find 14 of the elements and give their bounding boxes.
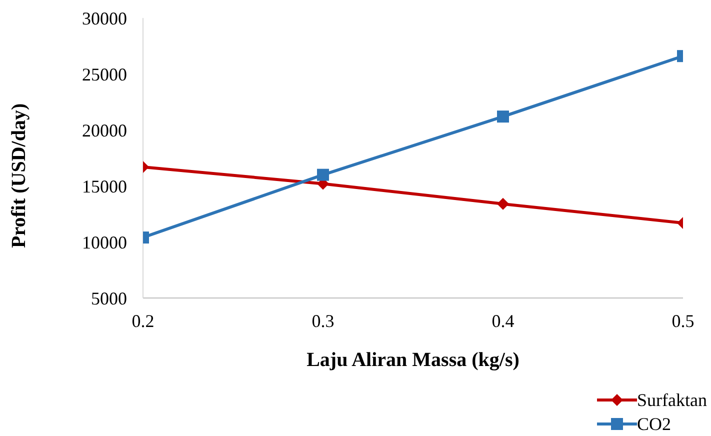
legend-label: CO2 [637,414,672,434]
x-tick-label: 0.5 [672,310,694,331]
y-axis-title: Profit (USD/day) [8,103,30,248]
legend-label: Surfaktan [637,390,707,410]
y-tick-label: 15000 [82,176,127,196]
x-axis-title: Laju Aliran Massa (kg/s) [306,349,520,371]
x-tick-label: 0.3 [312,310,334,331]
y-tick-label: 20000 [82,120,127,140]
y-tick-label: 25000 [82,64,127,84]
y-tick-label: 30000 [82,8,127,28]
y-tick-label: 10000 [82,232,127,252]
y-tick-label: 5000 [91,288,127,308]
x-tick-label: 0.2 [132,310,154,331]
x-tick-label: 0.4 [492,310,514,331]
